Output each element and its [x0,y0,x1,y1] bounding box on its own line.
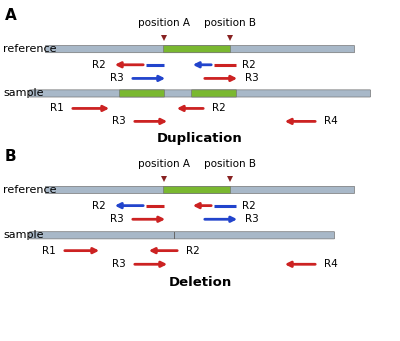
Text: position B: position B [204,159,256,169]
Text: R2: R2 [186,246,200,256]
FancyBboxPatch shape [192,90,237,97]
Text: sample: sample [3,88,44,99]
Text: position B: position B [204,18,256,28]
Text: R2: R2 [242,201,256,211]
FancyBboxPatch shape [30,232,334,239]
Text: sample: sample [3,230,44,240]
Text: R3: R3 [245,214,258,224]
FancyBboxPatch shape [164,45,231,53]
Text: A: A [5,8,16,23]
FancyBboxPatch shape [119,90,165,97]
Text: position A: position A [138,18,190,28]
Text: R3: R3 [112,116,126,127]
Text: R2: R2 [92,201,106,211]
FancyBboxPatch shape [164,186,231,193]
Text: R2: R2 [212,103,226,114]
Text: R3: R3 [110,73,124,84]
Text: B: B [5,149,16,164]
FancyBboxPatch shape [46,186,355,193]
FancyBboxPatch shape [46,45,355,53]
Text: R3: R3 [110,214,124,224]
Text: R2: R2 [92,60,106,70]
FancyBboxPatch shape [30,90,370,97]
Text: R3: R3 [245,73,258,84]
Text: position A: position A [138,159,190,169]
Text: R1: R1 [42,246,56,256]
Text: R1: R1 [50,103,64,114]
Text: reference: reference [3,185,57,195]
Text: R4: R4 [324,116,338,127]
Text: R2: R2 [242,60,256,70]
Text: R3: R3 [112,259,126,269]
Text: R4: R4 [324,259,338,269]
Text: Deletion: Deletion [168,276,232,289]
Text: reference: reference [3,44,57,54]
Text: Duplication: Duplication [157,132,243,145]
